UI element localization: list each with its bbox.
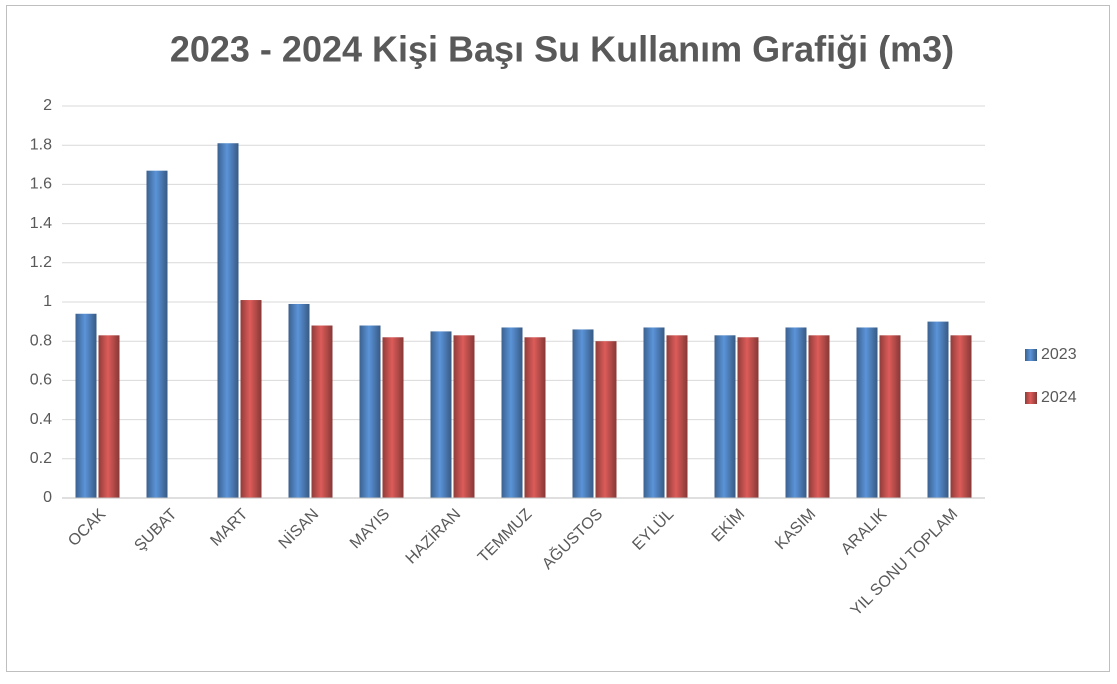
bar: [240, 300, 262, 498]
bar: [217, 143, 239, 499]
bar: [950, 335, 972, 498]
bar: [75, 313, 97, 498]
bar: [359, 325, 381, 498]
bar: [856, 327, 878, 498]
legend-swatch: [1025, 392, 1037, 404]
y-tick-label: 0.8: [30, 332, 52, 349]
y-tick-label: 0.6: [30, 372, 52, 389]
bar: [311, 325, 333, 498]
bar: [737, 337, 759, 498]
y-tick-label: 1.8: [30, 136, 52, 153]
y-tick-label: 0.2: [30, 450, 52, 467]
bar: [808, 335, 830, 498]
bar: [288, 303, 310, 498]
bar: [146, 170, 168, 498]
y-tick-label: 1: [43, 293, 52, 310]
y-tick-label: 0: [43, 489, 52, 506]
chart-border: [6, 5, 1110, 672]
bar: [785, 327, 807, 498]
bar: [382, 337, 404, 498]
chart-title: 2023 - 2024 Kişi Başı Su Kullanım Grafiğ…: [170, 29, 954, 70]
bar: [595, 341, 617, 498]
y-tick-label: 1.4: [30, 215, 52, 232]
bar: [524, 337, 546, 498]
bar: [572, 329, 594, 498]
bar: [501, 327, 523, 498]
legend-swatch: [1025, 349, 1037, 361]
bar: [430, 331, 452, 498]
bar: [98, 335, 120, 498]
bar: [453, 335, 475, 498]
bar: [927, 321, 949, 498]
bar: [666, 335, 688, 498]
y-tick-label: 0.4: [30, 411, 52, 428]
y-tick-label: 1.6: [30, 176, 52, 193]
y-tick-label: 1.2: [30, 254, 52, 271]
legend-label: 2024: [1041, 389, 1077, 406]
legend-label: 2023: [1041, 346, 1077, 363]
bar: [879, 335, 901, 498]
bar: [714, 335, 736, 498]
bar: [643, 327, 665, 498]
y-tick-label: 2: [43, 97, 52, 114]
